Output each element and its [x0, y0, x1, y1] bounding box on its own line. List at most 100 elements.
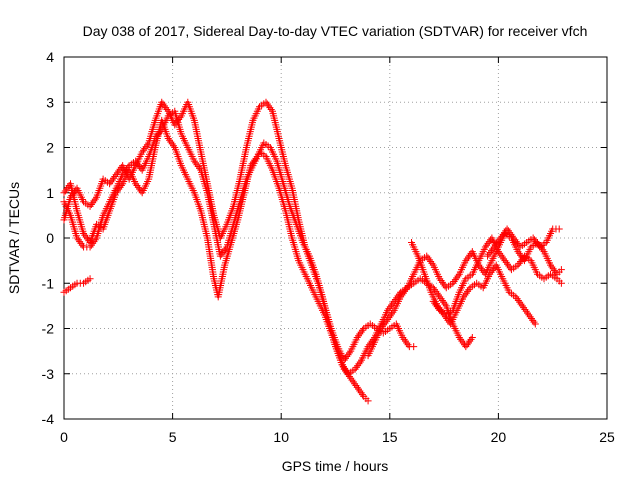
data-point — [518, 256, 526, 264]
data-point — [400, 335, 408, 343]
data-point — [503, 225, 511, 233]
x-axis-label: GPS time / hours — [282, 458, 389, 474]
data-point — [345, 349, 353, 357]
data-point — [529, 316, 537, 324]
data-point — [377, 325, 385, 332]
data-point — [123, 165, 131, 173]
data-point — [124, 163, 132, 171]
data-point — [81, 231, 89, 239]
data-point — [87, 241, 95, 249]
data-point — [399, 334, 407, 342]
data-point — [515, 259, 523, 267]
data-point — [344, 351, 352, 359]
data-point — [348, 376, 356, 384]
y-tick-label: -4 — [42, 411, 55, 427]
plot-border — [63, 56, 608, 420]
data-point — [527, 315, 535, 323]
data-point — [381, 319, 389, 327]
data-point — [154, 131, 162, 139]
data-point — [462, 343, 470, 351]
data-point — [517, 300, 525, 308]
data-point — [438, 296, 446, 304]
data-points — [60, 98, 565, 405]
data-point — [465, 286, 473, 294]
data-point — [522, 307, 530, 315]
data-point — [141, 144, 149, 152]
data-point — [385, 314, 393, 322]
data-point — [505, 262, 513, 270]
data-point — [483, 241, 491, 249]
data-point — [424, 254, 432, 262]
data-point — [358, 391, 366, 399]
data-point — [486, 270, 494, 278]
data-point — [399, 289, 407, 297]
data-point — [86, 202, 94, 210]
data-point — [194, 163, 202, 171]
data-point — [89, 199, 97, 207]
data-point — [463, 341, 471, 349]
data-point — [132, 180, 140, 188]
data-point — [151, 134, 159, 142]
data-point — [548, 263, 556, 271]
data-point — [113, 169, 121, 177]
data-point — [484, 239, 492, 247]
x-tick-label: 20 — [491, 429, 507, 445]
data-point — [349, 378, 357, 386]
data-point — [460, 293, 468, 301]
data-point — [385, 305, 393, 313]
data-point — [67, 193, 75, 201]
data-point — [491, 241, 499, 249]
data-point — [502, 258, 510, 266]
data-point — [134, 183, 142, 191]
data-point — [398, 291, 406, 299]
data-point — [433, 289, 441, 297]
y-tick-label: -3 — [42, 366, 55, 382]
data-point — [142, 143, 150, 151]
data-point — [510, 234, 518, 242]
data-point — [87, 201, 95, 209]
data-point — [343, 353, 351, 361]
data-point — [516, 298, 524, 306]
data-point — [119, 171, 127, 179]
data-point — [89, 239, 97, 247]
data-point — [550, 267, 558, 275]
data-point — [557, 279, 565, 287]
data-point — [441, 300, 449, 308]
data-point — [106, 180, 114, 188]
data-point — [159, 100, 167, 108]
data-point — [504, 227, 512, 235]
data-point — [136, 185, 144, 193]
data-point — [496, 249, 504, 257]
data-point — [464, 253, 472, 261]
data-point — [356, 358, 364, 366]
data-point — [70, 188, 78, 196]
data-point — [216, 252, 224, 260]
data-point — [136, 163, 144, 171]
data-point — [397, 293, 405, 301]
data-point — [488, 267, 496, 275]
data-point — [436, 275, 444, 283]
data-point — [133, 159, 141, 167]
data-point — [86, 243, 94, 251]
data-point — [431, 299, 439, 307]
data-point — [497, 251, 505, 259]
data-point — [355, 360, 363, 368]
data-point — [263, 100, 271, 108]
data-point — [432, 301, 440, 309]
data-point — [429, 297, 437, 305]
data-point — [153, 133, 161, 141]
data-point — [514, 261, 522, 269]
data-point — [68, 191, 76, 199]
data-point — [451, 276, 459, 284]
data-point — [493, 239, 501, 247]
data-point — [440, 280, 448, 288]
data-point — [76, 238, 84, 246]
data-point — [511, 236, 519, 244]
data-point — [499, 230, 507, 238]
data-point — [436, 293, 444, 301]
data-point — [162, 104, 170, 112]
data-point — [508, 232, 516, 240]
data-point — [83, 235, 91, 243]
data-point — [343, 369, 351, 377]
data-point — [401, 287, 409, 295]
